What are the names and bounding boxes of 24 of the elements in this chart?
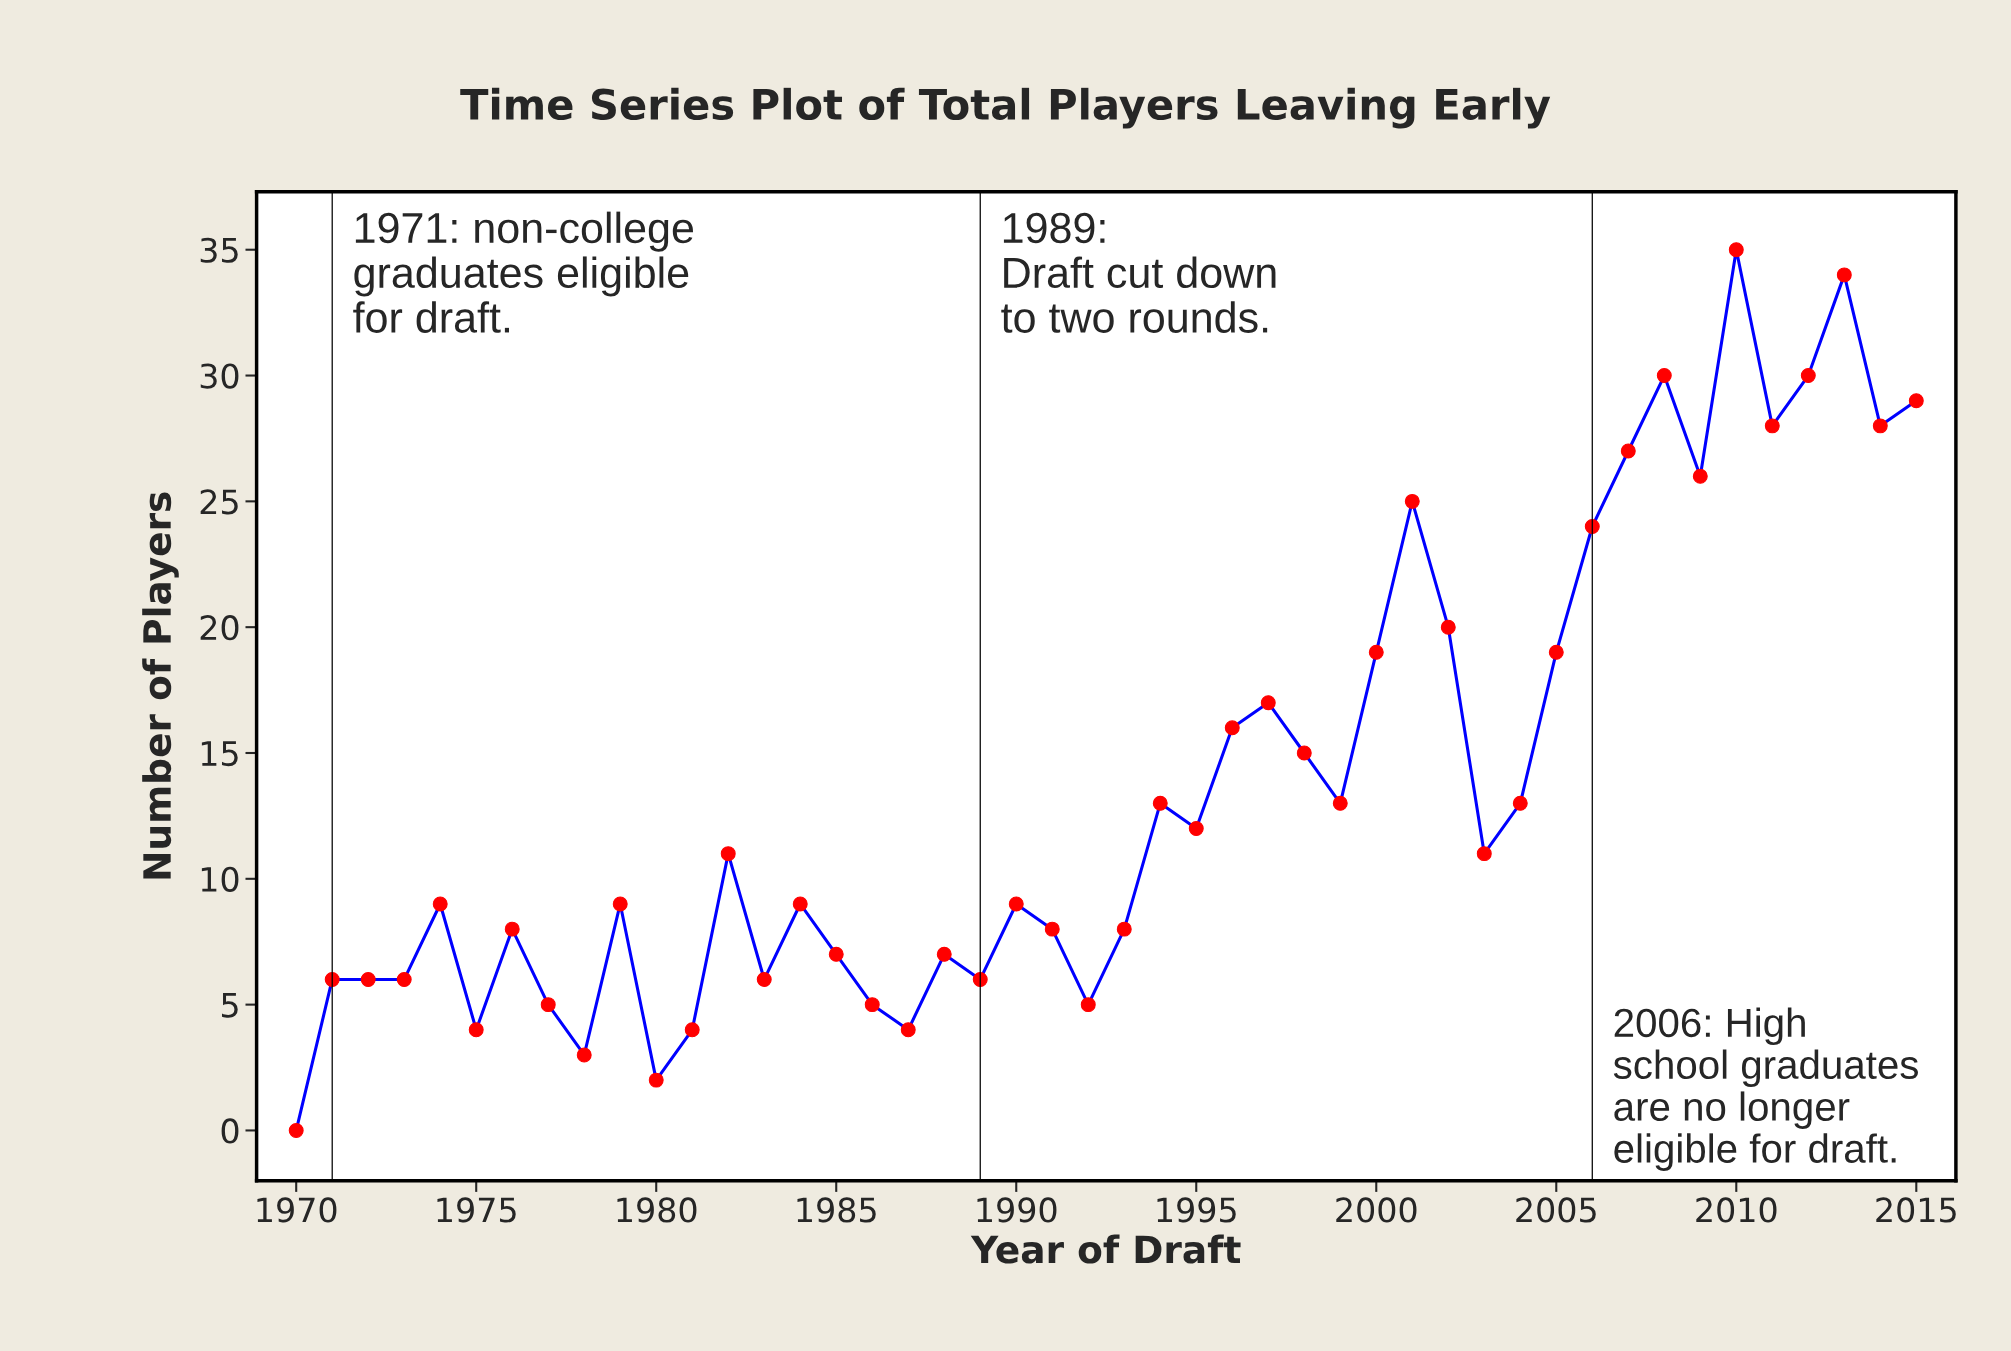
y-tick-label: 15 — [201, 741, 238, 767]
y-axis-title: Number of Players — [142, 492, 179, 879]
y-tick-label: 30 — [200, 363, 239, 389]
y-tick-label: 10 — [201, 866, 239, 892]
y-tick-label: 20 — [200, 615, 239, 641]
x-tick-label: 2015 — [1876, 1197, 1956, 1223]
ref-line-label: 2006: High school graduates are no longer eligible for draft. — [1613, 1007, 1918, 1171]
y-tick-label: 5 — [222, 992, 238, 1018]
x-tick-label: 2005 — [1516, 1197, 1596, 1223]
x-tick-label: 2010 — [1696, 1197, 1777, 1223]
ref-line-label: 1989: Draft cut down to two rounds. — [1001, 212, 1276, 333]
x-tick-label: 1995 — [1157, 1197, 1236, 1223]
x-tick-label: 1980 — [617, 1197, 697, 1223]
y-tick-label: 25 — [200, 489, 238, 515]
x-tick-label: 1985 — [797, 1197, 876, 1223]
y-tick-label: 0 — [221, 1118, 239, 1144]
x-axis-title: Year of Draft — [970, 1234, 1241, 1264]
x-tick-label: 1975 — [437, 1197, 516, 1223]
x-tick-label: 2000 — [1336, 1197, 1417, 1223]
x-tick-label: 1970 — [257, 1197, 337, 1223]
y-tick-label: 35 — [200, 237, 238, 263]
chart-title: Time Series Plot of Total Players Leaving Early — [460, 87, 1551, 129]
ref-line-label: 1971: non-college graduates eligible for draft. — [353, 211, 694, 333]
x-tick-label: 1990 — [977, 1197, 1057, 1223]
